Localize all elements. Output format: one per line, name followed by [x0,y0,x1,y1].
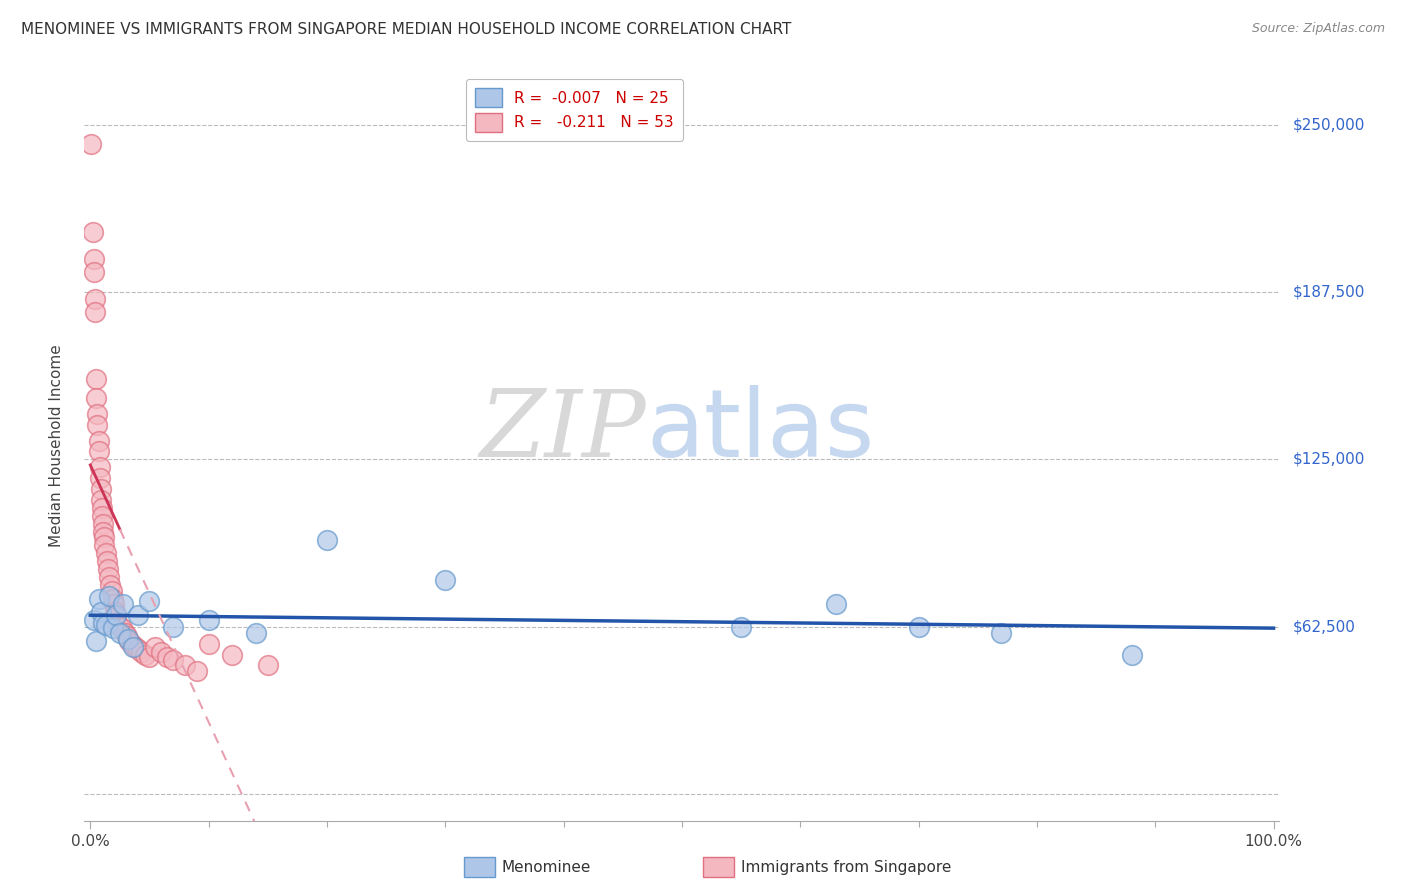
Point [96,554,118,568]
Point [990,626,1012,640]
Point [156,650,179,665]
Point [122,640,145,654]
Point [80,136,103,151]
Point [730,619,752,633]
Point [91,500,114,515]
Point [84,634,107,648]
Point [84,391,107,405]
Y-axis label: Median Household Income: Median Household Income [49,344,63,548]
Point [316,533,339,547]
Point [93,530,115,544]
Point [1121,648,1143,662]
Point [197,613,219,627]
Point [108,626,131,640]
Point [118,634,141,648]
Point [129,645,152,659]
Point [84,372,107,386]
Point [134,648,156,662]
Point [121,637,143,651]
Point [91,615,114,630]
Point [89,471,111,485]
Point [87,434,110,448]
Point [115,629,138,643]
Point [105,607,128,622]
Point [124,640,146,654]
Point [84,292,107,306]
Text: $62,500: $62,500 [1292,619,1355,634]
Legend: R =  -0.007   N = 25, R =   -0.211   N = 53: R = -0.007 N = 25, R = -0.211 N = 53 [465,79,683,141]
Text: $250,000: $250,000 [1292,118,1365,132]
Point [143,640,166,654]
Point [104,605,127,619]
Text: atlas: atlas [647,385,875,477]
Point [91,524,114,539]
Point [197,637,219,651]
Point [91,516,114,531]
Point [127,642,149,657]
Point [84,305,107,319]
Point [97,562,120,576]
Point [87,591,110,606]
Point [82,225,104,239]
Point [256,658,278,673]
Point [86,417,108,432]
Point [83,613,105,627]
Point [112,597,135,611]
Point [824,597,846,611]
Point [101,621,124,635]
Point [434,573,457,587]
Point [907,619,929,633]
Point [89,460,111,475]
Point [138,594,160,608]
Point [98,589,121,603]
Point [90,492,112,507]
Point [94,618,117,632]
Point [83,252,105,266]
Point [150,645,173,659]
Point [90,605,112,619]
Point [162,619,184,633]
Point [86,407,108,421]
Point [186,664,208,678]
Text: $125,000: $125,000 [1292,452,1365,467]
Point [105,610,128,624]
Text: ZIP: ZIP [479,386,647,476]
Text: MENOMINEE VS IMMIGRANTS FROM SINGAPORE MEDIAN HOUSEHOLD INCOME CORRELATION CHART: MENOMINEE VS IMMIGRANTS FROM SINGAPORE M… [21,22,792,37]
Point [98,570,121,584]
Point [100,583,122,598]
Point [117,632,139,646]
Point [103,597,125,611]
Text: Immigrants from Singapore: Immigrants from Singapore [741,860,952,874]
Point [127,607,149,622]
Point [162,653,184,667]
Point [94,546,117,560]
Point [101,591,124,606]
Point [107,615,129,630]
Point [245,626,267,640]
Point [114,626,136,640]
Point [221,648,243,662]
Point [93,538,115,552]
Text: Menominee: Menominee [502,860,592,874]
Text: $187,500: $187,500 [1292,285,1365,300]
Point [91,508,114,523]
Point [174,658,197,673]
Text: Source: ZipAtlas.com: Source: ZipAtlas.com [1251,22,1385,36]
Point [111,621,134,635]
Point [138,650,160,665]
Point [90,482,112,496]
Point [83,265,105,279]
Point [87,444,110,458]
Point [100,578,122,592]
Point [108,619,131,633]
